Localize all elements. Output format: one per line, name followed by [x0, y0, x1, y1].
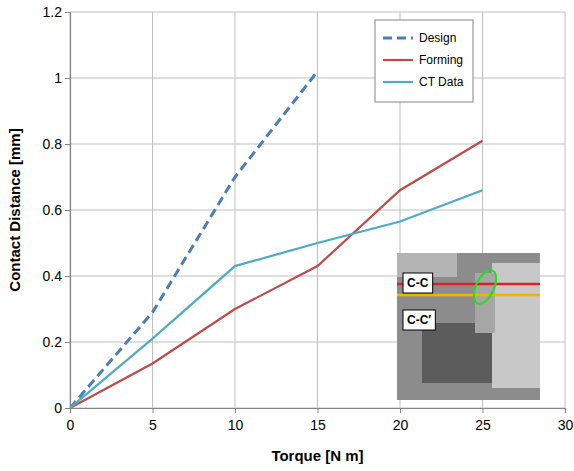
grid-line-y — [70, 210, 565, 211]
highlight-ellipse — [469, 267, 501, 307]
tick-mark — [65, 342, 70, 343]
tick-mark — [65, 276, 70, 277]
plot: 0 5 10 15 20 25 30 0 0.2 0.4 0.6 0.8 1 1.2 — [43, 4, 574, 433]
tick: 30 — [558, 408, 574, 433]
tick: 5 — [149, 408, 157, 433]
legend-label: Forming — [419, 53, 463, 67]
tick-label: 0.6 — [43, 202, 63, 218]
y-axis-title: Contact Distance [mm] — [6, 128, 23, 291]
tick-label: 1 — [54, 70, 62, 86]
axis-line — [65, 13, 71, 409]
annotation-box — [403, 310, 435, 330]
tick-mark — [153, 408, 154, 413]
x-axis: 0 5 10 15 20 25 30 — [67, 408, 574, 433]
tick-label: 30 — [558, 417, 574, 433]
legend-box — [375, 20, 473, 102]
legend-swatch — [383, 59, 413, 61]
tick: 25 — [475, 408, 491, 433]
tick-mark — [65, 210, 70, 211]
grid — [70, 12, 565, 408]
annotation: C-C — [407, 276, 429, 290]
grid-line-y — [70, 144, 565, 145]
tick-label: 15 — [310, 417, 326, 433]
tick-label: 5 — [149, 417, 157, 433]
legend-label: Design — [419, 31, 456, 45]
tick-label: 0.8 — [43, 136, 63, 152]
tick: 0.8 — [43, 136, 70, 152]
tick-mark — [65, 408, 70, 409]
tick-mark — [483, 408, 484, 413]
inset-shape — [492, 263, 540, 388]
tick-label: 1.2 — [43, 4, 63, 20]
tick-label: 0.4 — [43, 268, 63, 284]
inset-image: C-C C-C′ — [397, 253, 540, 400]
legend-swatch — [383, 37, 413, 40]
legend-swatch — [383, 81, 413, 83]
tick-mark — [235, 408, 236, 413]
legend: Design Forming CT Data — [375, 20, 473, 102]
inset-ground — [397, 253, 540, 400]
annotation-box — [403, 273, 433, 293]
tick-mark — [318, 408, 319, 413]
tick-mark — [65, 78, 70, 79]
tick-mark — [65, 12, 70, 13]
series-line — [70, 71, 318, 408]
tick-label: 20 — [393, 417, 409, 433]
tick: 0.2 — [43, 334, 70, 350]
section-line — [397, 294, 540, 297]
tick: 0 — [54, 400, 70, 416]
tick: 1.2 — [43, 4, 70, 20]
x-axis-title: Torque [N m] — [271, 447, 363, 464]
tick-label: 0 — [67, 417, 75, 433]
tick: 15 — [310, 408, 326, 433]
axis-line — [71, 409, 566, 414]
grid-line-y — [70, 12, 565, 13]
y-axis: 0 0.2 0.4 0.6 0.8 1 1.2 — [43, 4, 71, 416]
chart: 0 5 10 15 20 25 30 0 0.2 0.4 0.6 0.8 1 1.2 Torque [N m… — [0, 0, 574, 471]
annotation: C-C′ — [407, 313, 431, 327]
tick-mark — [400, 408, 401, 413]
tick-mark — [65, 144, 70, 145]
tick-label: 25 — [475, 417, 491, 433]
tick-label: 0 — [54, 400, 62, 416]
tick-label: 0.2 — [43, 334, 63, 350]
tick: 1 — [54, 70, 70, 86]
tick-label: 10 — [228, 417, 244, 433]
legend-label: CT Data — [419, 75, 464, 89]
tick: 0 — [67, 408, 75, 433]
tick: 20 — [393, 408, 409, 433]
tick: 10 — [228, 408, 244, 433]
tick: 0.4 — [43, 268, 70, 284]
grid-line-y — [70, 78, 565, 79]
tick: 0.6 — [43, 202, 70, 218]
tick-mark — [565, 408, 566, 413]
